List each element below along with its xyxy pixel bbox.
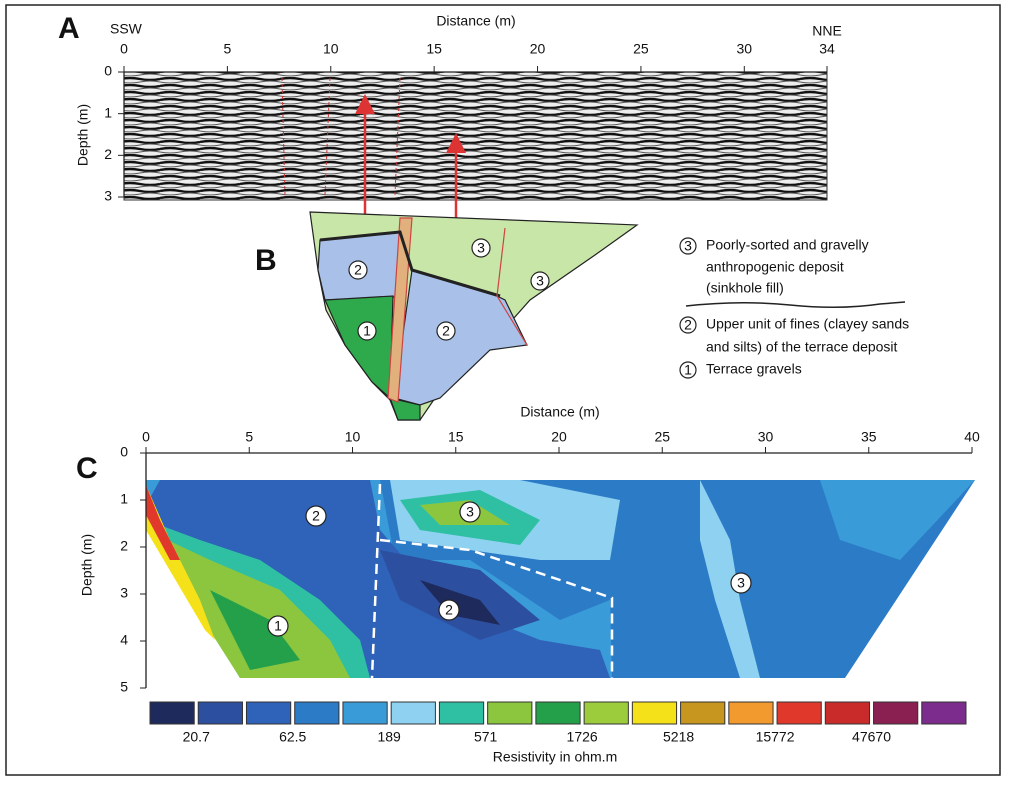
legend-text: (sinkhole fill) [706,280,784,296]
legend-symbol-label: 2 [684,317,692,333]
contact-line [685,301,906,308]
y-tick-label: 1 [120,491,128,507]
x-tick-label: 30 [737,41,753,57]
legend-text: Terrace gravels [706,361,802,377]
legend-symbol [679,361,697,379]
x-tick-label: 20 [530,41,546,57]
colorbar-swatch [390,701,436,725]
colorbar-label: 571 [474,729,498,745]
colorbar-swatch [776,701,822,725]
x-tick-label: 20 [551,429,567,445]
frame [5,4,1001,776]
unit-label: 2 [312,508,320,524]
y-tick-label: 0 [120,444,128,460]
colorbar-label: 5218 [663,729,694,745]
colorbar-label: 20.7 [183,729,210,745]
y-tick-label: 0 [104,63,112,79]
colorbar-swatch [873,701,919,725]
colorbar-swatch [728,701,774,725]
legend-text: and silts) of the terrace deposit [706,339,898,355]
unit-label: 2 [354,262,362,278]
unit-markers: 2 3 2 1 3 [267,501,752,637]
colorbar-swatch [583,701,629,725]
colorbar-swatch [294,701,340,725]
colorbar-label: 62.5 [279,729,306,745]
axis-title: Depth (m) [79,534,95,596]
colorbar-label: 1726 [567,729,598,745]
colorbar-swatch [149,701,195,725]
panel-letter: B [255,244,277,277]
x-tick-label: 5 [223,41,231,57]
gpr-image [123,71,828,201]
unit-label: 3 [477,240,485,256]
legend-text: anthropogenic deposit [706,259,844,275]
colorbar-label: 47670 [852,729,891,745]
direction-label: SSW [110,21,143,37]
colorbar-label: 189 [377,729,401,745]
legend-symbol [679,237,697,255]
x-tick-label: 10 [323,41,339,57]
legend-text: Upper unit of fines (clayey sands [706,316,909,332]
legend-symbol-label: 3 [684,238,692,254]
x-tick-label: 5 [245,429,253,445]
y-tick-label: 3 [104,188,112,204]
y-tick-label: 3 [120,585,128,601]
panel-letter: A [58,12,80,45]
colorbar-swatch [342,701,388,725]
unit-label: 3 [466,504,474,520]
y-tick-label: 1 [104,104,112,120]
axis-title: Distance (m) [436,13,515,29]
unit-label: 3 [737,575,745,591]
unit-label: 3 [536,273,544,289]
colorbar-swatch [245,701,292,725]
colorbar-swatch [535,701,581,725]
colorbar-swatch [631,701,678,725]
x-tick-label: 0 [120,41,128,57]
x-tick-label: 10 [345,429,361,445]
x-tick-label: 15 [448,429,464,445]
cross-section [309,211,639,421]
colorbar-label: 15772 [756,729,795,745]
y-tick-label: 4 [120,632,128,648]
x-tick-label: 25 [654,429,670,445]
x-tick-label: 40 [964,429,980,445]
colorbar-swatch [487,701,533,725]
unit-label: 1 [274,618,282,634]
x-tick-label: 34 [819,41,835,57]
axis-title: Depth (m) [75,104,91,166]
panel-letter: C [76,452,98,485]
legend: 3 Poorly-sorted and gravelly anthropogenic… [679,237,909,379]
x-tick-label: 15 [426,41,442,57]
resistivity-section [146,480,975,679]
fault-lines [281,77,401,196]
legend-symbol [679,316,697,334]
legend-symbol-label: 1 [684,362,692,378]
unit-markers: 3 3 2 1 2 [348,238,550,341]
colorbar-swatch [921,701,967,725]
colorbar-swatch [680,701,726,725]
colorbar-swatch [824,701,871,725]
y-tick-label: 2 [120,538,128,554]
y-tick-label: 2 [104,146,112,162]
unit-label: 2 [442,323,450,339]
x-tick-label: 25 [633,41,649,57]
unit-label: 2 [445,602,453,618]
legend-text: Poorly-sorted and gravelly [706,237,869,253]
axis-title: Distance (m) [520,404,599,420]
unit-label: 1 [363,323,371,339]
colorbar-swatch [197,701,243,725]
colorbar-swatch [438,701,485,725]
colorbar-title: Resistivity in ohm.m [493,749,617,765]
direction-label: NNE [812,23,842,39]
y-tick-label: 5 [120,679,128,695]
x-tick-label: 30 [758,429,774,445]
x-tick-label: 35 [861,429,877,445]
x-tick-label: 0 [142,429,150,445]
